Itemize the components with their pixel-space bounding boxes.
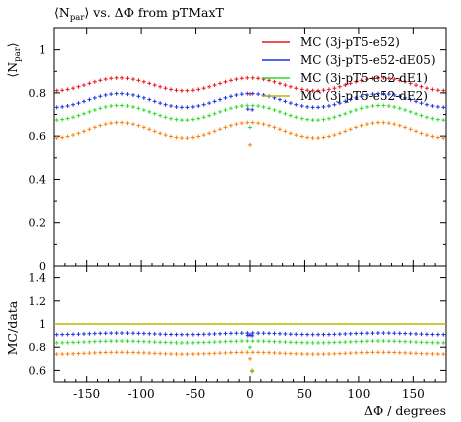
main-y-tick-label: 0.8	[29, 87, 47, 100]
main-series-3	[54, 120, 446, 147]
main-ylabel: ⟨Npar⟩	[5, 42, 23, 77]
main-ylabel-close: ⟩	[5, 42, 20, 47]
ratio-series-1	[54, 331, 446, 338]
ratio-y-tick-label: 1.4	[29, 272, 47, 285]
ratio-y-tick-label: 0.8	[29, 341, 47, 354]
ratio-series-2	[54, 339, 446, 373]
main-series-0	[54, 75, 446, 96]
main-y-tick-label: 0.6	[29, 130, 47, 143]
legend-entry: MC (3j-pT5-e52-dE1)	[262, 71, 428, 85]
svg-text:⟨Npar⟩ vs. ΔΦ from pTMaxT: ⟨Npar⟩ vs. ΔΦ from pTMaxT	[54, 5, 225, 23]
legend-entry: MC (3j-pT5-e52)	[262, 35, 400, 49]
x-tick-label: -150	[73, 387, 100, 401]
legend-label: MC (3j-pT5-e52-dE05)	[300, 53, 436, 67]
plot-title: ⟨Npar⟩ vs. ΔΦ from pTMaxT	[54, 5, 225, 23]
svg-text:⟨Npar⟩: ⟨Npar⟩	[5, 42, 23, 77]
main-y-tick-label: 1	[39, 44, 46, 57]
ratio-ylabel: MC/data	[5, 300, 20, 355]
ratio-panel-marks	[54, 323, 446, 374]
main-y-tick-label: 0	[39, 260, 46, 273]
title-main: ⟨N	[54, 5, 70, 20]
legend-entry: MC (3j-pT5-e52-dE05)	[262, 53, 436, 67]
main-series-2	[54, 103, 446, 130]
main-panel-marks	[54, 75, 446, 147]
x-tick-label: -100	[128, 387, 155, 401]
main-y-tick-label: 0.4	[29, 173, 47, 186]
x-axis-label: ΔΦ / degrees	[364, 403, 446, 418]
x-tick-label: 150	[402, 387, 425, 401]
main-panel-ticks: 0 0.2 0.4 0.6 0.8 1	[29, 27, 447, 273]
legend: MC (3j-pT5-e52) MC (3j-pT5-e52-dE05) MC (3…	[262, 35, 436, 103]
legend-label: MC (3j-pT5-e52-dE2)	[300, 89, 428, 103]
legend-entry: MC (3j-pT5-e52-dE2)	[262, 89, 428, 103]
main-panel: 0 0.2 0.4 0.6 0.8 1	[29, 27, 447, 273]
ratio-y-tick-label: 1	[39, 318, 46, 331]
x-tick-label: 100	[347, 387, 370, 401]
x-tick-label: 50	[297, 387, 312, 401]
ratio-panel: 0.6 0.8 1 1.2 1.4	[29, 265, 447, 383]
main-y-tick-label: 0.2	[29, 217, 47, 230]
main-ylabel-main: ⟨N	[5, 62, 20, 78]
main-ylabel-subscript: par	[13, 46, 23, 62]
title-subscript: par	[70, 13, 86, 23]
ratio-series-3	[54, 350, 446, 374]
legend-label: MC (3j-pT5-e52-dE1)	[300, 71, 428, 85]
legend-label: MC (3j-pT5-e52)	[300, 35, 400, 49]
ratio-y-tick-label: 1.2	[29, 295, 47, 308]
x-tick-label: -50	[186, 387, 205, 401]
ratio-y-tick-label: 0.6	[29, 364, 47, 377]
title-rest: ⟩ vs. ΔΦ from pTMaxT	[84, 5, 224, 20]
x-tick-label: 0	[246, 387, 254, 401]
main-series-1	[54, 91, 446, 112]
x-tick-labels: -150 -100 -50 0 50 100 150	[73, 387, 425, 401]
